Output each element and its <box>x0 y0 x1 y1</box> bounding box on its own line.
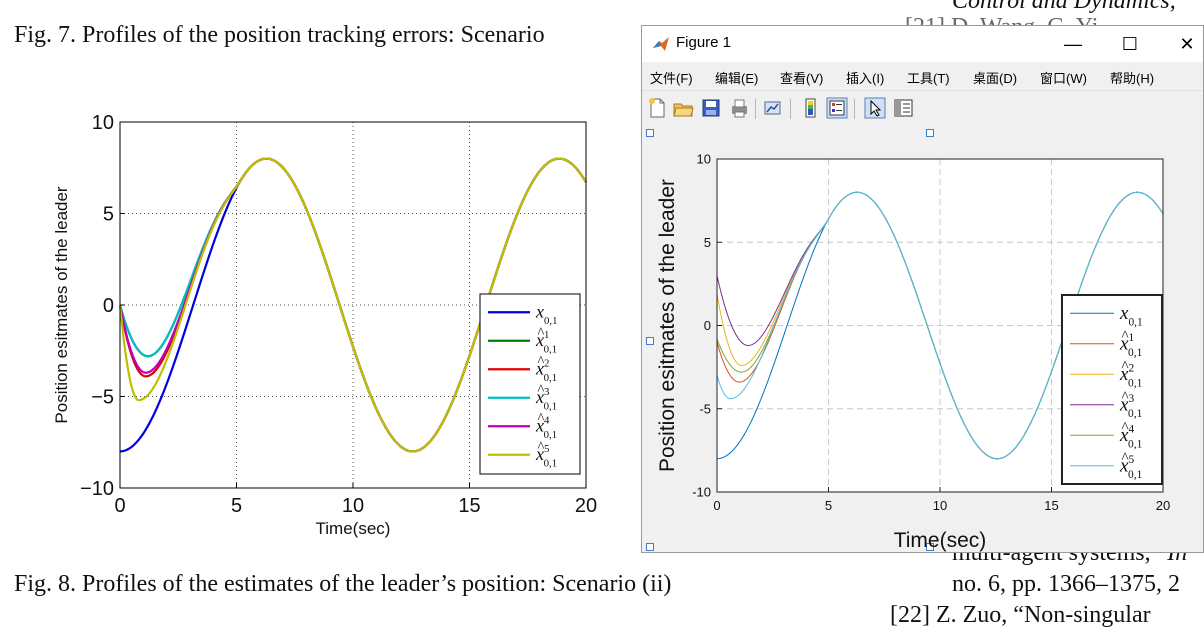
select-arrow-icon[interactable] <box>864 97 886 119</box>
legend-hat: ^ <box>537 440 544 456</box>
legend-label-4: x4 0,1 <box>1119 423 1143 450</box>
menu-desktop[interactable]: 桌面(D) <box>973 71 1018 86</box>
y-tick-label: -10 <box>692 485 711 500</box>
legend-label-1: x1 0,1 <box>535 329 557 355</box>
selection-handle[interactable] <box>646 543 654 551</box>
open-folder-icon[interactable] <box>672 97 694 119</box>
y-tick-label: 5 <box>704 235 711 250</box>
matlab-figure-window[interactable]: Figure 1 — ☐ ✕ 文件(F) 编辑(E) 查看(V) 插入(I) 工… <box>641 25 1204 553</box>
legend-icon[interactable] <box>826 97 848 119</box>
legend-hat: ^ <box>537 354 544 370</box>
reference-line-3: [22] Z. Zuo, “Non-singular <box>890 602 1151 628</box>
selection-handle[interactable] <box>646 129 654 137</box>
legend-hat: ^ <box>537 383 544 399</box>
legend-label-1: x1 0,1 <box>1119 332 1143 359</box>
menu-help[interactable]: 帮助(H) <box>1110 71 1155 86</box>
document-header-right: Control and Dynamics, <box>952 0 1176 14</box>
maximize-button[interactable]: ☐ <box>1121 34 1139 54</box>
legend-label-0: x0,1 <box>1119 303 1143 329</box>
reference-line-2: no. 6, pp. 1366–1375, 2 <box>952 571 1180 597</box>
x-tick-label: 0 <box>114 495 125 517</box>
legend-label-2: x2 0,1 <box>1119 362 1143 389</box>
y-tick-label: 0 <box>103 295 114 317</box>
y-tick-label: 5 <box>103 204 114 226</box>
x-axis-label: Time(sec) <box>316 519 391 538</box>
y-tick-label: -5 <box>699 401 711 416</box>
menu-insert[interactable]: 插入(I) <box>846 71 885 86</box>
x-tick-label: 10 <box>933 498 947 513</box>
x-tick-label: 10 <box>342 495 364 517</box>
x-tick-label: 0 <box>713 498 720 513</box>
figure-toolbar <box>642 90 1203 125</box>
window-titlebar[interactable]: Figure 1 — ☐ ✕ <box>642 26 1203 62</box>
matlab-logo-icon <box>653 37 669 51</box>
legend-hat: ^ <box>1122 358 1129 375</box>
window-title: Figure 1 <box>676 34 732 51</box>
legend-hat: ^ <box>1122 419 1129 436</box>
close-button[interactable]: ✕ <box>1179 34 1195 54</box>
legend-label-5: x5 0,1 <box>1119 454 1143 481</box>
legend-box <box>479 293 581 475</box>
legend-hat: ^ <box>1122 327 1129 344</box>
fig7-caption: Fig. 7. Profiles of the position trackin… <box>14 22 545 48</box>
y-axis-label: Position esitmates of the leader <box>52 186 71 424</box>
selection-handle[interactable] <box>646 337 654 345</box>
y-tick-label: −10 <box>80 478 114 500</box>
legend-box <box>1061 294 1163 485</box>
y-tick-label: 0 <box>704 318 711 333</box>
chart-legend: x0,1x1 0,1^x2 0,1^x3 0,1^x4 0,1^x5 0,1^ <box>1061 294 1163 485</box>
property-editor-icon[interactable] <box>892 97 914 119</box>
figure-canvas-area[interactable]: 0 5 10 15 20 -10 -5 0 5 10 Time(sec) Position esitm… <box>642 124 1204 553</box>
x-tick-label: 20 <box>1156 498 1170 513</box>
legend-hat: ^ <box>1122 449 1129 466</box>
legend-label-3: x3 0,1 <box>1119 393 1143 420</box>
link-plot-icon[interactable] <box>762 97 784 119</box>
document-figure-8: 0 5 10 15 20 −10 −5 0 5 10 Time(sec) Position esitm… <box>52 112 597 538</box>
selection-handle[interactable] <box>926 543 934 551</box>
legend-label-4: x4 0,1 <box>535 415 557 441</box>
selection-handle[interactable] <box>926 129 934 137</box>
minimize-button[interactable]: — <box>1064 34 1082 54</box>
x-tick-label: 15 <box>458 495 480 517</box>
legend-hat: ^ <box>537 326 544 342</box>
y-tick-label: −5 <box>91 387 114 409</box>
legend-hat: ^ <box>537 411 544 427</box>
chart-legend: x0,1x1 0,1^x2 0,1^x3 0,1^x4 0,1^x5 0,1^ <box>479 293 581 475</box>
y-tick-label: 10 <box>92 112 114 134</box>
menu-window[interactable]: 窗口(W) <box>1040 71 1087 86</box>
colorbar-icon[interactable] <box>800 97 822 119</box>
toolbar-separator <box>790 99 791 119</box>
fig8-caption: Fig. 8. Profiles of the estimates of the… <box>14 571 672 597</box>
series-line-5 <box>118 157 587 453</box>
toolbar-separator <box>854 99 855 119</box>
legend-hat: ^ <box>1122 388 1129 405</box>
y-tick-label: 10 <box>697 152 711 167</box>
x-axis-label: Time(sec) <box>894 529 987 552</box>
menu-edit[interactable]: 编辑(E) <box>715 71 759 86</box>
menu-tools[interactable]: 工具(T) <box>907 71 950 86</box>
menu-file[interactable]: 文件(F) <box>650 71 693 86</box>
x-tick-label: 20 <box>575 495 597 517</box>
print-icon[interactable] <box>728 97 750 119</box>
matlab-axes-figure[interactable]: 0 5 10 15 20 -10 -5 0 5 10 Time(sec) Position esitm… <box>642 124 1204 553</box>
x-tick-label: 5 <box>231 495 242 517</box>
legend-label-3: x3 0,1 <box>535 386 557 412</box>
series-line-5 <box>716 191 1164 460</box>
legend-label-2: x2 0,1 <box>535 358 557 384</box>
legend-label-5: x5 0,1 <box>535 443 557 469</box>
x-tick-label: 5 <box>825 498 832 513</box>
menu-bar: 文件(F) 编辑(E) 查看(V) 插入(I) 工具(T) 桌面(D) 窗口(W… <box>642 62 1203 90</box>
save-icon[interactable] <box>700 97 722 119</box>
new-file-icon[interactable] <box>646 97 668 119</box>
toolbar-separator <box>755 99 756 119</box>
menu-view[interactable]: 查看(V) <box>780 71 824 86</box>
x-tick-label: 15 <box>1044 498 1058 513</box>
legend-label-0: x0,1 <box>535 302 558 327</box>
y-axis-label: Position esitmates of the leader <box>656 179 679 472</box>
